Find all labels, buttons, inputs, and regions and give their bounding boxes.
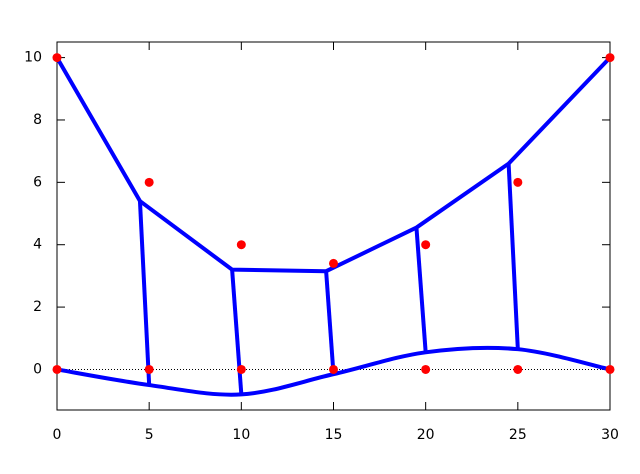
y-tick-label: 6 [33, 174, 42, 190]
point [52, 364, 62, 374]
x-tick-label: 15 [325, 427, 343, 443]
line [137, 200, 152, 386]
point [236, 364, 246, 374]
x-tick-label: 25 [509, 427, 527, 443]
y-tick-label: 4 [33, 237, 42, 253]
line [230, 269, 244, 395]
point [605, 364, 615, 374]
point [513, 364, 523, 374]
y-tick-label: 8 [33, 112, 42, 128]
x-tick-label: 30 [601, 427, 619, 443]
x-tick-label: 10 [232, 427, 250, 443]
point [52, 53, 62, 63]
point [144, 177, 154, 187]
x-tick-label: 0 [53, 427, 62, 443]
point [329, 364, 338, 374]
point [421, 364, 431, 374]
y-tick-label: 10 [24, 50, 42, 66]
plot-frame [56, 41, 611, 411]
point [329, 258, 338, 268]
x-tick-label: 20 [417, 427, 435, 443]
point [605, 53, 615, 63]
y-tick-label: 2 [33, 299, 42, 315]
line [414, 227, 428, 353]
x-tick-label: 5 [145, 427, 154, 443]
line [506, 163, 520, 350]
point [236, 240, 246, 250]
point [513, 177, 523, 187]
line [324, 271, 336, 375]
point [144, 364, 154, 374]
y-tick-label: 0 [33, 361, 42, 377]
point [421, 240, 431, 250]
